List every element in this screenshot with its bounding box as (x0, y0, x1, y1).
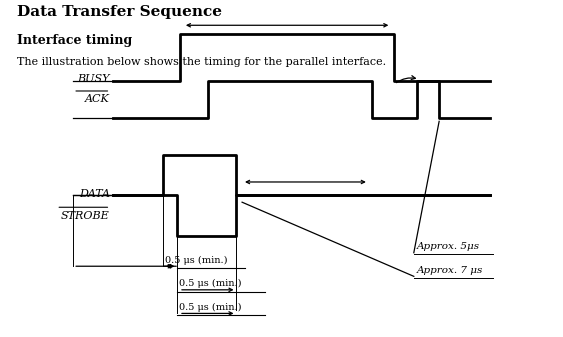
Text: DATA: DATA (79, 189, 110, 199)
Text: BUSY: BUSY (77, 74, 110, 84)
Text: Interface timing: Interface timing (17, 34, 132, 47)
Text: ACK: ACK (85, 94, 110, 104)
Text: STROBE: STROBE (61, 211, 110, 221)
Text: Approx. 7 μs: Approx. 7 μs (417, 266, 483, 275)
Text: 0.5 μs (min.): 0.5 μs (min.) (179, 279, 242, 288)
Text: Approx. 5μs: Approx. 5μs (417, 242, 480, 251)
Text: 0.5 μs (min.): 0.5 μs (min.) (165, 255, 227, 265)
Text: ̅ACK̅: ̅ACK̅ (91, 86, 110, 94)
Text: The illustration below shows the timing for the parallel interface.: The illustration below shows the timing … (17, 57, 386, 67)
Text: 0.5 μs (min.): 0.5 μs (min.) (179, 303, 242, 312)
Text: Data Transfer Sequence: Data Transfer Sequence (17, 5, 222, 19)
